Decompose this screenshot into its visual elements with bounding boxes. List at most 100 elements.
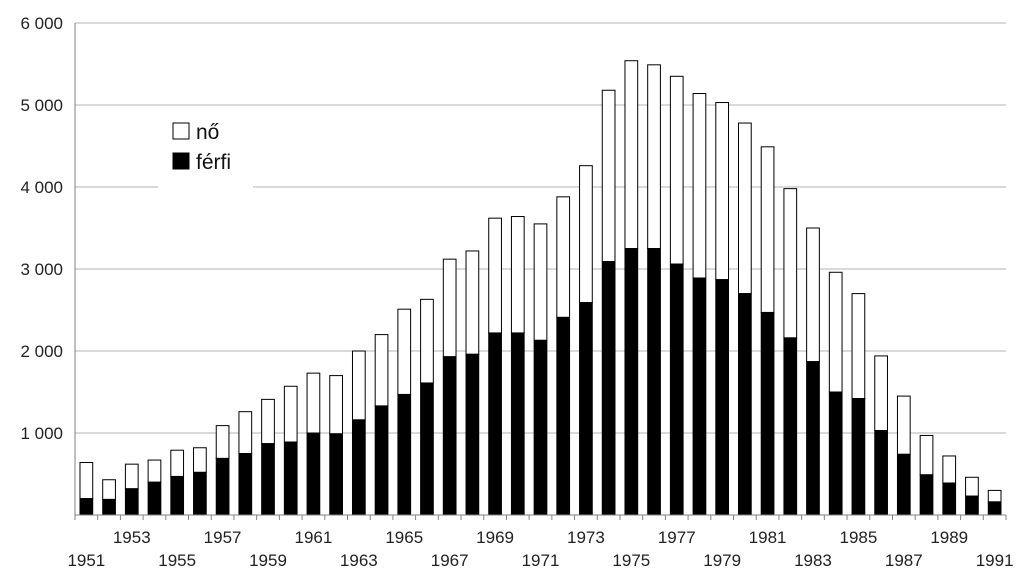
bar-ferfi xyxy=(533,339,548,516)
bar-ferfi xyxy=(351,419,366,516)
legend-label-ferfi: férfi xyxy=(196,151,231,174)
legend-label-no: nő xyxy=(196,121,219,144)
bar-no xyxy=(579,165,593,304)
bar-no xyxy=(965,476,979,497)
y-tick-label: 6 000 xyxy=(20,14,63,33)
bar-no xyxy=(147,459,162,483)
y-tick-label: 2 000 xyxy=(20,342,63,361)
y-tick-labels: 1 000 2 000 3 000 4 000 5 000 6 000 xyxy=(20,14,63,443)
bar-ferfi xyxy=(806,361,820,516)
bar-ferfi xyxy=(261,443,275,516)
bar-no xyxy=(738,122,752,295)
bar-no xyxy=(533,223,548,341)
bar-no xyxy=(102,479,116,500)
bar-no xyxy=(942,455,957,484)
bar-ferfi xyxy=(624,248,639,516)
x-tick-label: 1965 xyxy=(385,528,423,547)
x-tick-label: 1963 xyxy=(340,551,378,570)
bar-no xyxy=(124,463,139,490)
bar-no xyxy=(647,64,661,249)
bar-no xyxy=(510,216,525,334)
bar-ferfi xyxy=(329,433,343,516)
bar-no xyxy=(374,334,389,407)
bar-no xyxy=(715,102,730,281)
x-tick-label: 1957 xyxy=(204,528,242,547)
bar-no xyxy=(828,271,843,393)
bar-ferfi xyxy=(238,453,253,516)
bar-ferfi xyxy=(942,482,957,516)
bar-ferfi xyxy=(828,391,843,516)
bar-no xyxy=(601,89,616,263)
x-tick-label: 1975 xyxy=(612,551,650,570)
x-tick-label: 1973 xyxy=(567,528,605,547)
bar-no xyxy=(874,355,888,432)
bar-ferfi xyxy=(488,332,502,516)
x-tick-label: 1977 xyxy=(658,528,696,547)
bar-ferfi xyxy=(465,353,480,516)
bar-no xyxy=(783,188,798,339)
x-tick-label: 1951 xyxy=(67,551,105,570)
legend: nő férfi xyxy=(158,112,253,188)
bar-ferfi xyxy=(193,471,207,516)
x-tick-label: 1979 xyxy=(703,551,741,570)
x-tick-label: 1953 xyxy=(113,528,151,547)
y-tick-label: 5 000 xyxy=(20,96,63,115)
bar-no xyxy=(465,250,480,355)
bar-no xyxy=(261,398,275,445)
bar-ferfi xyxy=(738,293,752,516)
x-tick-label: 1955 xyxy=(158,551,196,570)
bar-ferfi xyxy=(874,430,888,516)
x-tick-label: 1989 xyxy=(930,528,968,547)
bar-ferfi xyxy=(851,398,866,516)
bar-no xyxy=(329,375,343,435)
bar-no xyxy=(556,196,571,318)
x-tick-label: 1967 xyxy=(431,551,469,570)
bar-no xyxy=(851,293,866,400)
bar-ferfi xyxy=(374,405,389,516)
legend-swatch-no xyxy=(172,122,190,140)
x-tick-label: 1961 xyxy=(295,528,333,547)
bar-no xyxy=(351,350,366,421)
bar-ferfi xyxy=(556,316,571,516)
bar-no xyxy=(397,308,412,395)
x-tick-label: 1987 xyxy=(885,551,923,570)
bar-ferfi xyxy=(124,488,139,516)
x-tick-label: 1983 xyxy=(794,551,832,570)
bar-ferfi xyxy=(579,302,593,516)
bar-ferfi xyxy=(896,453,911,516)
bar-no xyxy=(760,146,775,313)
bar-ferfi xyxy=(147,481,162,516)
x-tick-label: 1969 xyxy=(476,528,514,547)
y-tick-label: 1 000 xyxy=(20,424,63,443)
bar-no xyxy=(420,298,434,384)
bar-no xyxy=(806,227,820,363)
y-tick-label: 3 000 xyxy=(20,260,63,279)
bar-ferfi xyxy=(692,277,707,516)
bar-no xyxy=(624,60,639,249)
bar-no xyxy=(919,434,934,476)
bar-no xyxy=(215,425,230,459)
bar-ferfi xyxy=(647,248,661,516)
bar-no xyxy=(170,449,185,477)
bar-no xyxy=(692,93,707,279)
bar-no xyxy=(987,489,1002,503)
bar-ferfi xyxy=(760,311,775,516)
bar-ferfi xyxy=(669,263,684,516)
bar-no xyxy=(488,217,502,334)
x-tick-label: 1981 xyxy=(749,528,787,547)
bar-no xyxy=(669,75,684,265)
bar-ferfi xyxy=(919,474,934,516)
bar-ferfi xyxy=(397,393,412,516)
bar-ferfi xyxy=(79,498,94,516)
bar-ferfi xyxy=(601,261,616,516)
bar-ferfi xyxy=(215,457,230,516)
legend-swatch-ferfi xyxy=(172,152,190,170)
bar-no xyxy=(442,258,457,358)
bar-ferfi xyxy=(510,332,525,516)
bar-ferfi xyxy=(306,432,321,516)
x-tick-label: 1991 xyxy=(976,551,1014,570)
bar-no xyxy=(896,395,911,455)
bar-no xyxy=(193,447,207,473)
bar-ferfi xyxy=(783,337,798,516)
